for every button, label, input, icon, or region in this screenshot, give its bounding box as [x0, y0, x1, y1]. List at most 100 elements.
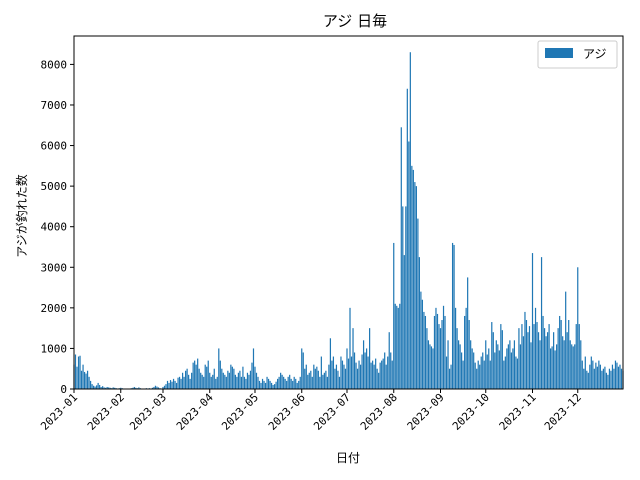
bar: [359, 364, 362, 389]
bar: [277, 378, 279, 389]
bar: [273, 384, 276, 389]
bar: [524, 311, 526, 389]
bar: [414, 182, 416, 389]
bar: [578, 324, 580, 389]
bar: [556, 344, 558, 389]
bar: [210, 376, 212, 389]
bar: [358, 360, 360, 389]
bar: [426, 328, 428, 389]
bar: [209, 372, 211, 389]
bar: [263, 380, 265, 389]
bar: [595, 362, 597, 389]
bar: [543, 328, 546, 389]
bar: [168, 382, 170, 389]
bar: [352, 328, 354, 389]
bar: [191, 372, 193, 389]
legend-label: アジ: [583, 47, 607, 61]
bar: [601, 370, 603, 389]
bar: [474, 362, 476, 389]
bar: [376, 368, 378, 389]
bar: [135, 387, 137, 389]
y-tick-label: 6000: [41, 140, 68, 153]
bar: [292, 380, 294, 389]
bar: [504, 356, 506, 389]
bar: [479, 364, 481, 389]
bar: [580, 340, 582, 389]
bar: [492, 332, 494, 389]
bar: [608, 368, 611, 389]
bar: [109, 387, 111, 389]
bar: [94, 386, 96, 389]
x-ticks: 2023-01 2023-02 2023-03 2023-04 2023-05 2023-…: [38, 389, 584, 433]
x-tick-label: 2023-08: [358, 391, 400, 433]
bar: [476, 368, 478, 389]
x-tick-label: 2023-12: [542, 391, 584, 433]
bar: [550, 348, 552, 389]
bar: [338, 376, 341, 389]
bar: [370, 362, 372, 389]
bar: [611, 364, 614, 389]
bar: [106, 386, 108, 389]
x-tick-label: 2023-03: [127, 391, 169, 433]
bar: [397, 307, 399, 389]
bar: [382, 358, 384, 389]
bar: [459, 344, 461, 389]
bar: [565, 291, 567, 389]
bar: [218, 348, 220, 389]
bar: [447, 340, 449, 389]
bar: [133, 386, 135, 389]
bar: [245, 378, 247, 389]
bar: [461, 352, 463, 389]
x-tick-label: 2023-10: [450, 391, 492, 433]
bar: [518, 328, 520, 389]
bar: [378, 372, 380, 389]
bar: [467, 277, 469, 389]
bar: [415, 186, 417, 389]
bar: [406, 88, 408, 389]
bar: [366, 348, 368, 389]
bar: [444, 315, 446, 389]
bar: [350, 356, 353, 389]
bar: [189, 378, 191, 389]
bar: [387, 356, 389, 389]
bar: [310, 370, 312, 389]
bar: [528, 326, 531, 389]
bar: [206, 366, 208, 389]
bar: [527, 332, 529, 389]
bar: [571, 344, 573, 389]
bar: [432, 348, 434, 389]
x-tick-label: 2023-06: [266, 391, 308, 433]
bar: [290, 378, 292, 389]
bar: [559, 315, 561, 389]
bar: [317, 370, 319, 389]
bar: [212, 374, 214, 389]
bar: [329, 338, 332, 389]
bar: [390, 352, 392, 389]
bar: [503, 360, 505, 389]
bar: [88, 376, 90, 389]
bar: [120, 387, 122, 389]
bar: [519, 344, 522, 389]
bar: [194, 360, 196, 389]
bar: [403, 255, 405, 389]
bar: [325, 370, 327, 389]
bar: [418, 257, 420, 389]
bar: [525, 320, 528, 389]
bar: [162, 386, 164, 389]
bar: [385, 364, 387, 389]
bar: [590, 356, 592, 389]
bar: [536, 322, 538, 389]
bar: [577, 267, 579, 389]
bar: [545, 336, 547, 389]
bar: [551, 346, 553, 389]
bar: [396, 305, 398, 389]
bar: [533, 324, 535, 389]
bar: [486, 354, 488, 389]
bar: [334, 368, 336, 389]
bar: [175, 382, 178, 389]
bar: [287, 376, 289, 389]
bar: [509, 340, 511, 389]
bar: [249, 370, 252, 389]
bar: [510, 352, 512, 389]
bar: [589, 364, 591, 389]
